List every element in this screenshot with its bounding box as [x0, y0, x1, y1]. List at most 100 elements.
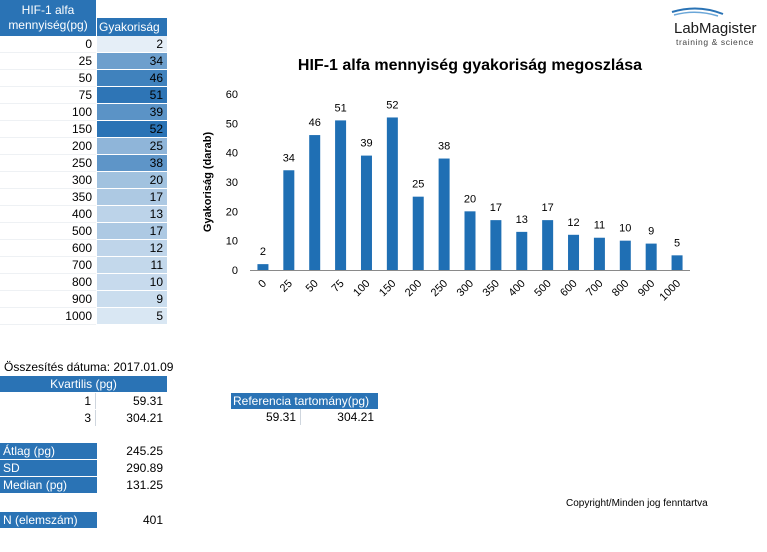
freq-row-frequency: 9 — [97, 291, 167, 307]
median-value: 131.25 — [126, 478, 163, 492]
x-tick-label: 200 — [403, 278, 424, 299]
y-tick-label: 50 — [226, 118, 238, 130]
freq-row-frequency: 51 — [97, 87, 167, 103]
summary-date: Összesítés dátuma: 2017.01.09 — [4, 360, 174, 374]
logo-tagline: training & science — [676, 37, 754, 47]
data-label: 46 — [309, 117, 321, 129]
freq-row-amount: 700 — [0, 257, 96, 274]
data-label: 13 — [516, 214, 528, 226]
freq-row-frequency: 2 — [97, 36, 167, 52]
y-tick-label: 40 — [226, 148, 238, 160]
freq-row-frequency: 25 — [97, 138, 167, 154]
data-label: 12 — [567, 217, 579, 229]
x-tick-label: 500 — [532, 278, 553, 299]
freq-row-amount: 200 — [0, 138, 96, 155]
freq-row-frequency: 12 — [97, 240, 167, 256]
freq-row-frequency: 13 — [97, 206, 167, 222]
bar — [464, 211, 476, 270]
freq-row-frequency: 39 — [97, 104, 167, 120]
bar — [516, 231, 528, 270]
data-label: 5 — [674, 237, 680, 249]
data-label: 17 — [542, 202, 554, 214]
freq-row-amount: 0 — [0, 36, 96, 53]
data-label: 11 — [594, 220, 605, 232]
sd-label: SD — [0, 460, 97, 476]
data-label: 2 — [260, 246, 266, 258]
x-tick-label: 1000 — [657, 278, 683, 304]
freq-header-frequency: Gyakoriság — [97, 18, 167, 36]
freq-header-amount: HIF-1 alfa mennyiség(pg) — [0, 0, 96, 36]
bar — [257, 264, 269, 270]
x-tick-label: 600 — [558, 278, 579, 299]
quartile-value: 59.31 — [132, 394, 163, 408]
y-tick-label: 0 — [232, 265, 238, 277]
freq-row-amount: 250 — [0, 155, 96, 172]
bar — [335, 120, 347, 271]
mean-label: Átlag (pg) — [0, 443, 97, 459]
data-label: 38 — [438, 141, 450, 153]
freq-row-amount: 500 — [0, 223, 96, 240]
bar — [438, 158, 450, 270]
x-tick-label: 800 — [610, 278, 631, 299]
data-label: 51 — [334, 102, 346, 114]
bar — [593, 237, 605, 270]
x-tick-label: 50 — [304, 278, 321, 295]
bar — [412, 196, 424, 270]
freq-row-amount: 50 — [0, 70, 96, 87]
reference-range-low: 59.31 — [231, 409, 301, 425]
freq-row-frequency: 17 — [97, 223, 167, 239]
freq-row-amount: 1000 — [0, 308, 96, 325]
bar — [671, 255, 683, 270]
y-tick-label: 10 — [226, 236, 238, 248]
copyright-note: Copyright/Minden jog fenntartva — [566, 498, 708, 509]
data-label: 25 — [412, 179, 424, 191]
y-axis-label: Gyakoriság (darab) — [202, 132, 214, 233]
bar — [568, 234, 580, 270]
logo-name: LabMagister — [674, 20, 757, 37]
freq-row-amount: 100 — [0, 104, 96, 121]
x-tick-label: 150 — [377, 278, 398, 299]
x-tick-label: 400 — [506, 278, 527, 299]
bar — [645, 243, 657, 270]
n-label: N (elemszám) — [0, 512, 97, 528]
x-tick-label: 300 — [455, 278, 476, 299]
freq-row-frequency: 20 — [97, 172, 167, 188]
freq-row-frequency: 38 — [97, 155, 167, 171]
x-tick-label: 25 — [278, 278, 295, 295]
data-label: 20 — [464, 193, 476, 205]
data-label: 17 — [490, 202, 502, 214]
data-label: 10 — [619, 223, 631, 235]
freq-row-frequency: 10 — [97, 274, 167, 290]
freq-row-amount: 300 — [0, 172, 96, 189]
logo-swoosh-icon — [671, 7, 724, 17]
freq-row-frequency: 46 — [97, 70, 167, 86]
x-tick-label: 75 — [330, 278, 347, 295]
freq-row-amount: 400 — [0, 206, 96, 223]
freq-row-frequency: 17 — [97, 189, 167, 205]
y-tick-label: 20 — [226, 206, 238, 218]
bar — [619, 240, 631, 270]
data-label: 34 — [283, 152, 295, 164]
freq-row-amount: 150 — [0, 121, 96, 138]
data-label: 9 — [648, 226, 654, 238]
sd-value: 290.89 — [126, 461, 163, 475]
bar — [542, 220, 554, 270]
bar — [309, 135, 321, 270]
labmagister-logo: LabMagister training & science — [668, 2, 762, 48]
x-tick-label: 0 — [256, 278, 269, 291]
freq-row-amount: 800 — [0, 274, 96, 291]
reference-range-header: Referencia tartomány(pg) — [231, 393, 378, 409]
x-tick-label: 100 — [351, 278, 372, 299]
quartile-header: Kvartilis (pg) — [0, 376, 167, 392]
median-label: Median (pg) — [0, 477, 97, 493]
quartile-index: 1 — [0, 393, 96, 409]
bar — [360, 155, 372, 270]
freq-row-frequency: 5 — [97, 308, 167, 324]
mean-value: 245.25 — [126, 444, 163, 458]
chart-title: HIF-1 alfa mennyiség gyakoriság megoszlá… — [298, 57, 642, 74]
data-label: 52 — [386, 99, 398, 111]
y-tick-label: 30 — [226, 177, 238, 189]
data-label: 39 — [360, 138, 372, 150]
freq-row-frequency: 52 — [97, 121, 167, 137]
freq-row-amount: 900 — [0, 291, 96, 308]
